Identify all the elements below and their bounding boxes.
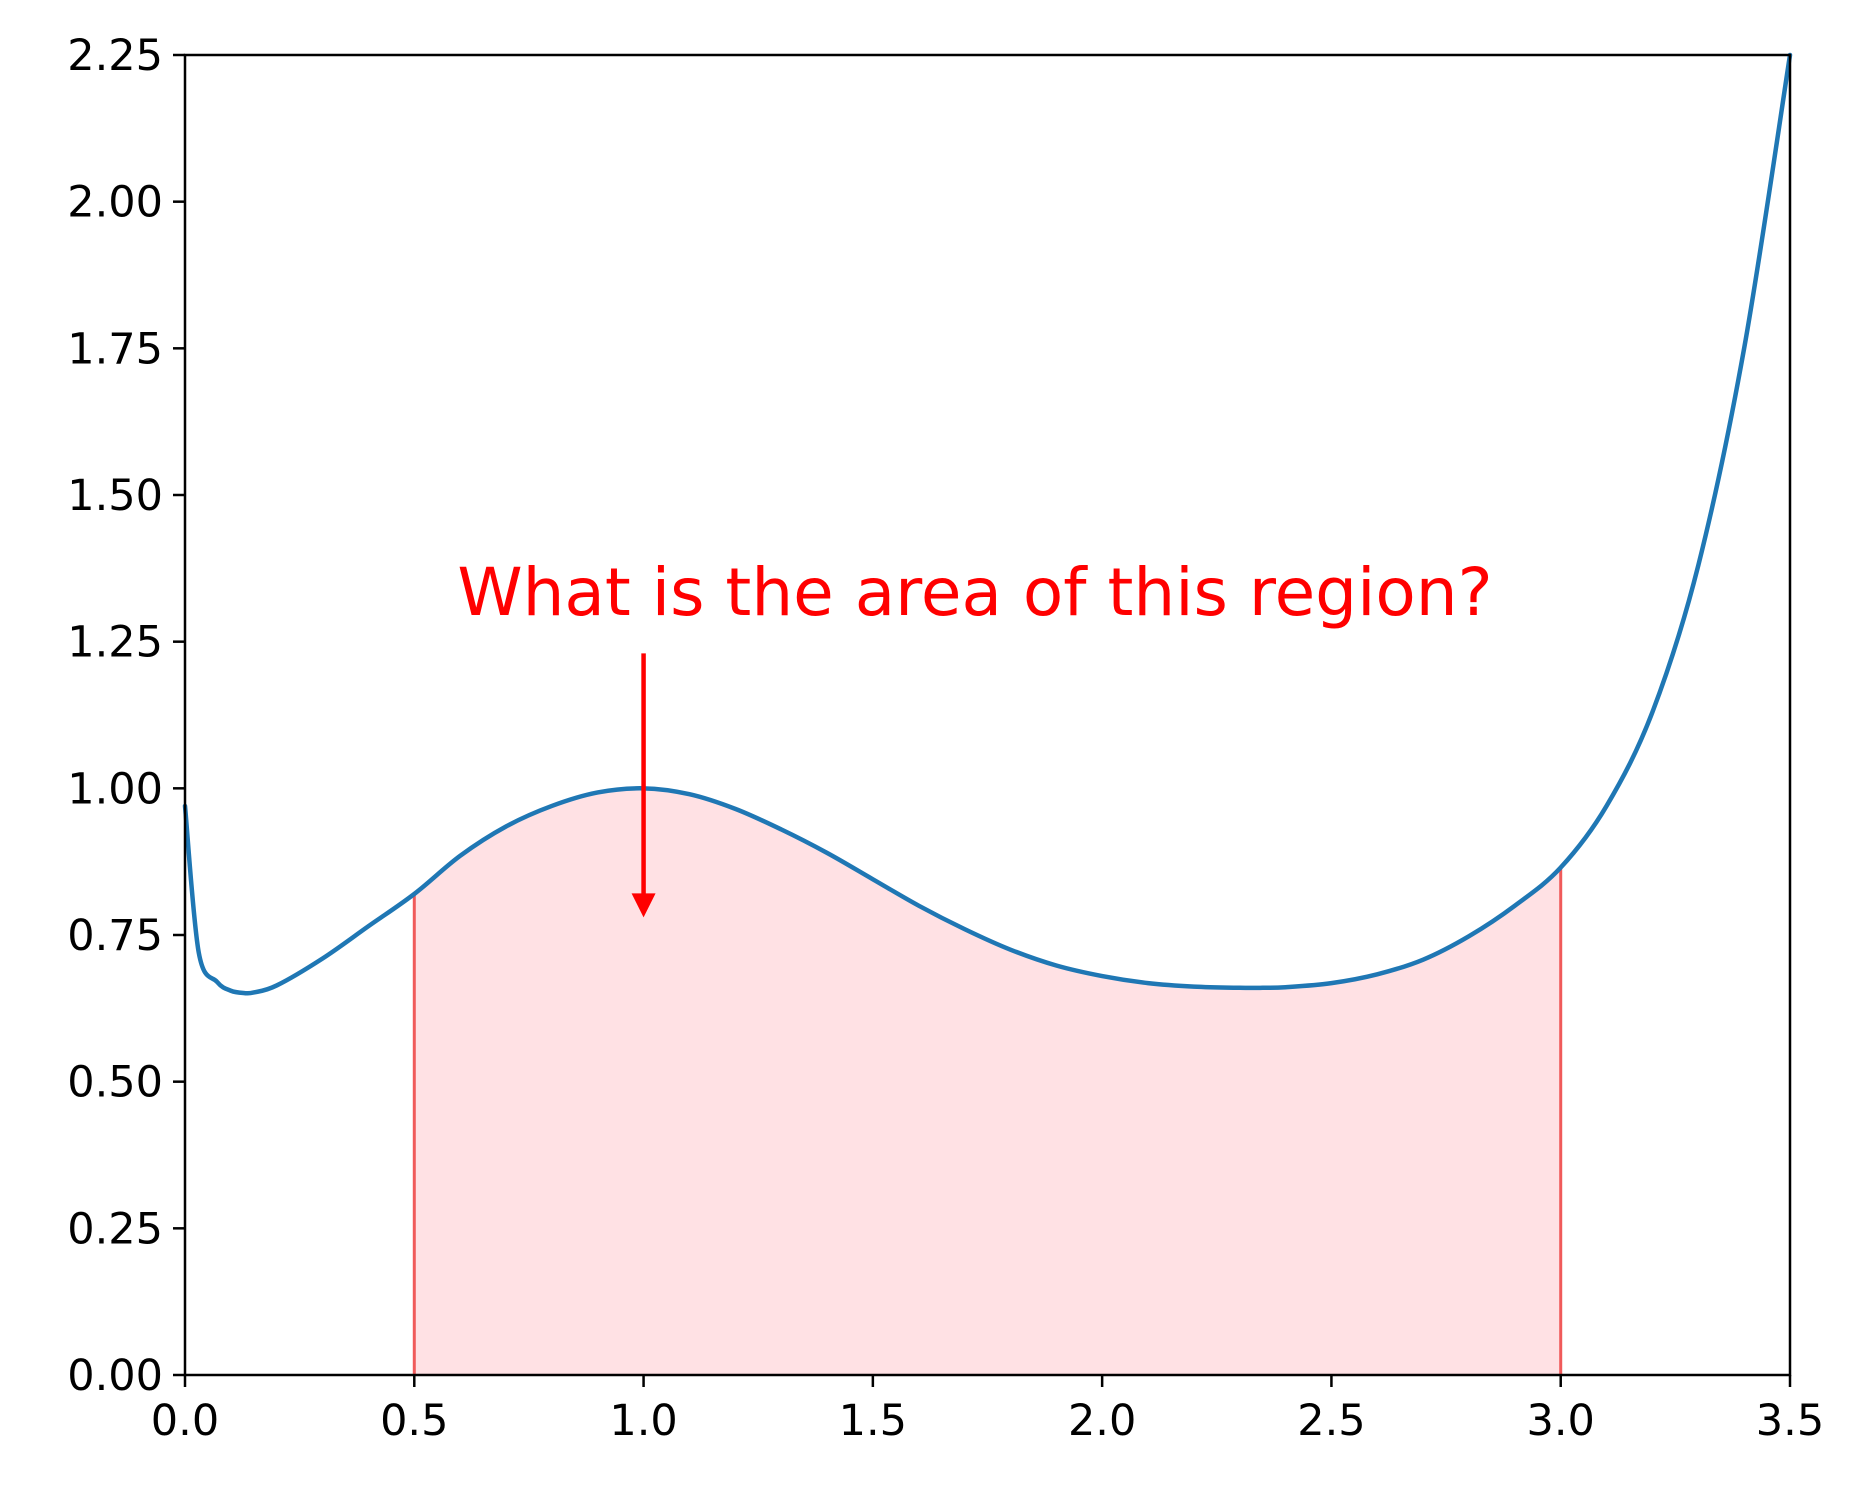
x-tick-label: 2.5 — [1297, 1396, 1365, 1446]
y-tick-label: 1.00 — [67, 764, 163, 814]
plot-frame — [183, 53, 1792, 1377]
series-line — [182, 52, 1793, 996]
x-tick-label: 3.0 — [1527, 1396, 1595, 1446]
y-tick-label: 1.50 — [67, 471, 163, 521]
x-tick-label: 0.5 — [380, 1396, 448, 1446]
x-tick-label: 1.5 — [839, 1396, 907, 1446]
y-tick-label: 2.25 — [67, 31, 163, 81]
x-tick-label: 3.5 — [1756, 1396, 1824, 1446]
x-tick-label: 0.0 — [151, 1396, 219, 1446]
y-tick-label: 0.75 — [67, 911, 163, 961]
x-tick-label: 2.0 — [1068, 1396, 1136, 1446]
y-tick-label: 0.00 — [67, 1351, 163, 1401]
curve-layer — [182, 52, 1793, 996]
shaded-area — [414, 788, 1561, 1375]
axes: 0.0 0.5 1.0 1.5 2.0 2.5 3.0 3.5 0.00 0.25 0.50 0.75… — [67, 31, 1824, 1446]
y-tick-label: 0.50 — [67, 1058, 163, 1108]
x-tick-label: 1.0 — [609, 1396, 677, 1446]
shaded-region-layer — [412, 788, 1563, 1375]
y-tick-label: 2.00 — [67, 178, 163, 228]
annotation-layer: What is the area of this region? — [457, 554, 1493, 918]
annotation-text: What is the area of this region? — [457, 554, 1492, 631]
annotation-arrow-head — [631, 893, 656, 918]
y-tick-label: 1.25 — [67, 618, 163, 668]
y-tick-label: 0.25 — [67, 1204, 163, 1254]
y-tick-label: 1.75 — [67, 324, 163, 374]
